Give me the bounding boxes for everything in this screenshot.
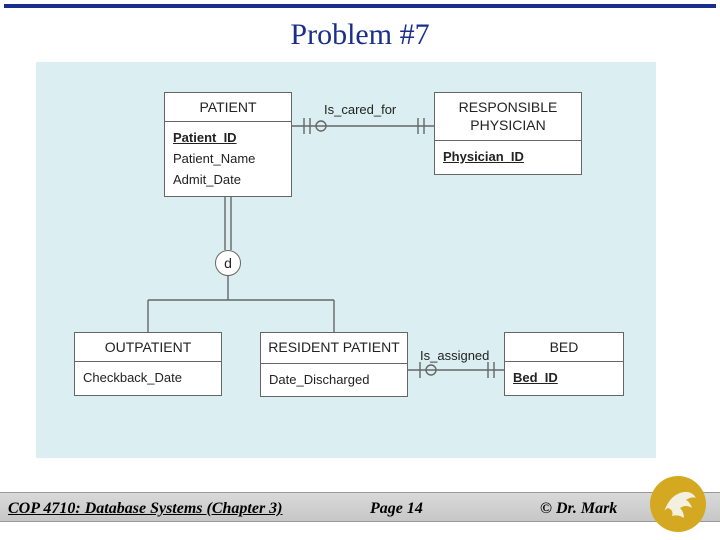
entity-bed-title: BED: [505, 333, 623, 362]
entity-patient: PATIENT Patient_ID Patient_Name Admit_Da…: [164, 92, 292, 197]
entity-physician-title: RESPONSIBLE PHYSICIAN: [435, 93, 581, 141]
er-diagram: PATIENT Patient_ID Patient_Name Admit_Da…: [36, 62, 656, 458]
attr-checkback-date: Checkback_Date: [83, 368, 213, 389]
entity-outpatient-attrs: Checkback_Date: [75, 362, 221, 395]
attr-bed-id: Bed_ID: [513, 368, 615, 389]
footer-author: © Dr. Mark: [540, 500, 617, 518]
entity-bed: BED Bed_ID: [504, 332, 624, 396]
disjoint-indicator: d: [215, 250, 241, 276]
rel-is-cared-for: Is_cared_for: [324, 102, 396, 117]
ucf-pegasus-logo-icon: [648, 474, 708, 534]
entity-patient-attrs: Patient_ID Patient_Name Admit_Date: [165, 122, 291, 196]
attr-physician-id: Physician_ID: [443, 147, 573, 168]
rel-is-assigned: Is_assigned: [420, 348, 489, 363]
footer-course: COP 4710: Database Systems (Chapter 3): [8, 500, 283, 518]
entity-outpatient: OUTPATIENT Checkback_Date: [74, 332, 222, 396]
entity-resident: RESIDENT PATIENT Date_Discharged: [260, 332, 408, 397]
entity-resident-attrs: Date_Discharged: [261, 364, 407, 397]
entity-patient-title: PATIENT: [165, 93, 291, 122]
attr-patient-id: Patient_ID: [173, 128, 283, 149]
entity-resident-title: RESIDENT PATIENT: [261, 333, 407, 364]
attr-admit-date: Admit_Date: [173, 170, 283, 191]
attr-date-discharged: Date_Discharged: [269, 370, 399, 391]
entity-outpatient-title: OUTPATIENT: [75, 333, 221, 362]
entity-physician-attrs: Physician_ID: [435, 141, 581, 174]
page-title: Problem #7: [0, 18, 720, 52]
footer-page: Page 14: [370, 500, 423, 518]
top-border: [4, 4, 716, 8]
entity-physician: RESPONSIBLE PHYSICIAN Physician_ID: [434, 92, 582, 175]
attr-patient-name: Patient_Name: [173, 149, 283, 170]
entity-bed-attrs: Bed_ID: [505, 362, 623, 395]
